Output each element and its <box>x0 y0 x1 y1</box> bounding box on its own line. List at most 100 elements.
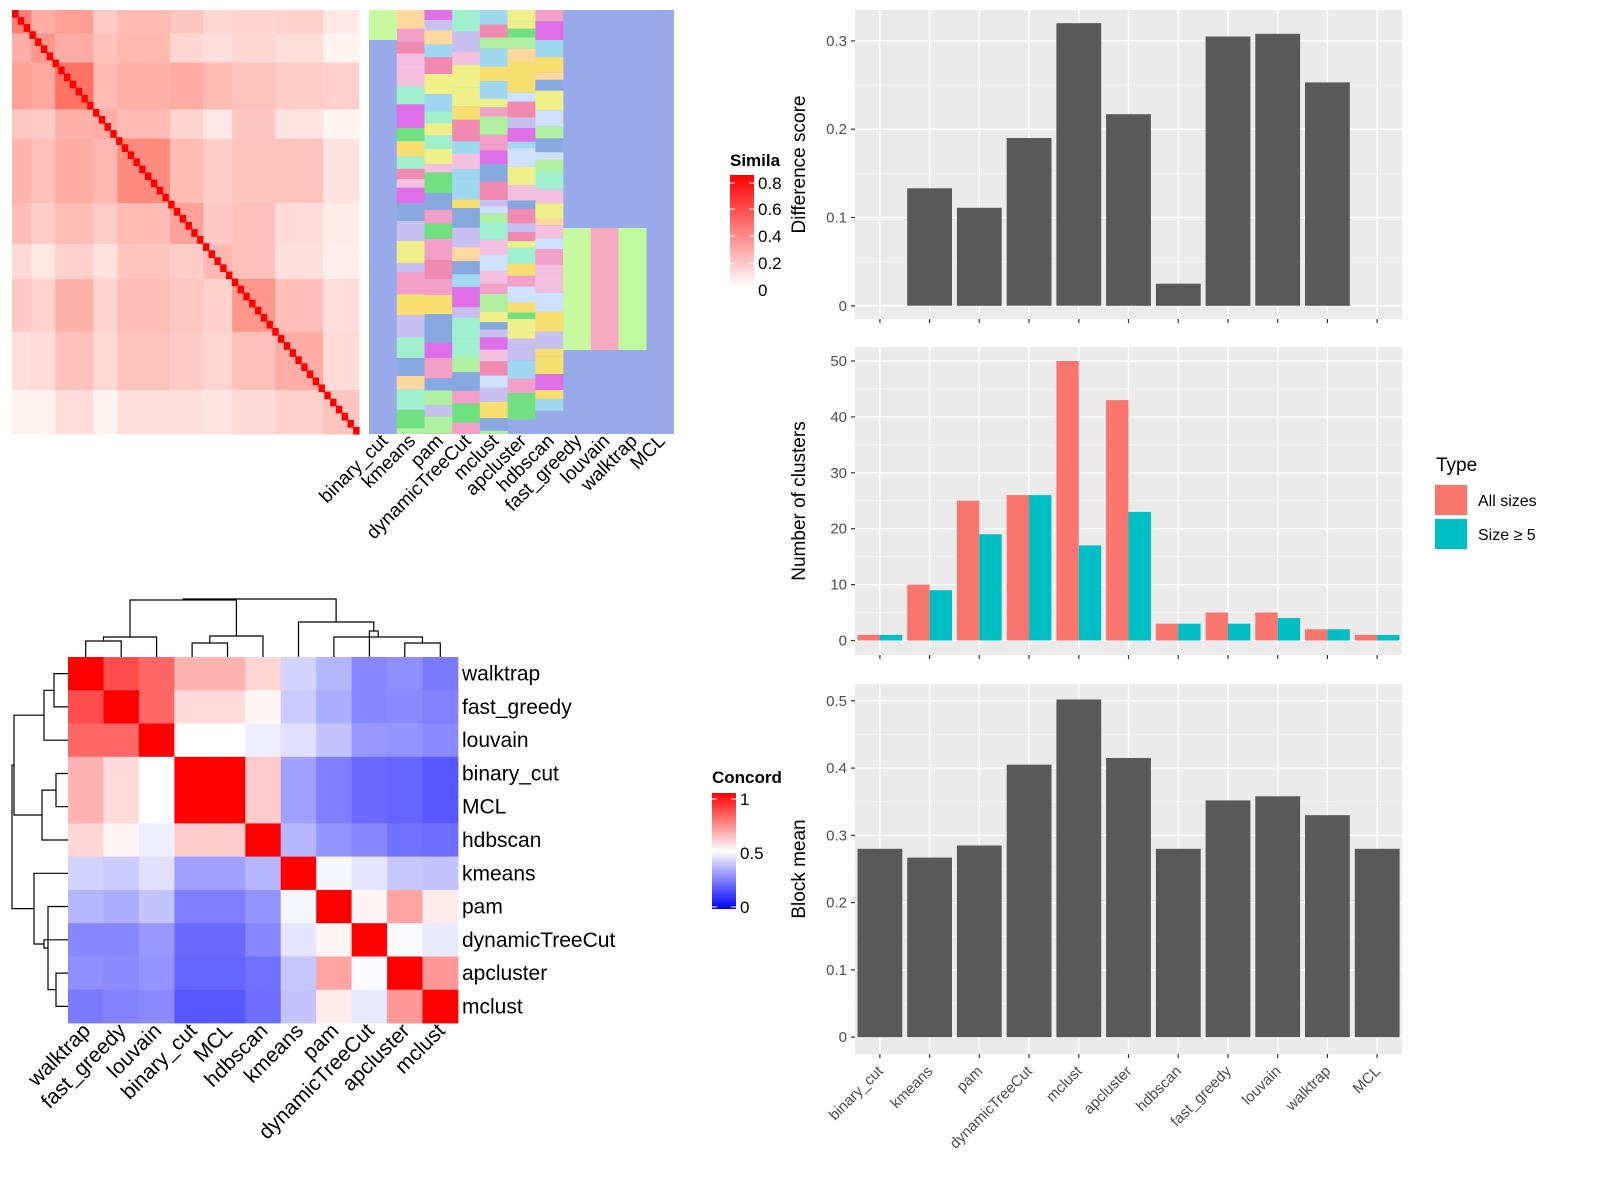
assignment-cell <box>535 21 564 40</box>
concordance-cell <box>387 989 423 1024</box>
similarity-block <box>93 331 118 391</box>
bar-louvain <box>1255 33 1301 306</box>
concordance-cell <box>174 657 211 691</box>
similarity-diagonal-cell <box>93 108 100 117</box>
concordance-cell <box>316 923 353 957</box>
bar-size5-MCL <box>1377 634 1400 641</box>
similarity-block <box>55 243 94 280</box>
assignment-cell <box>507 74 536 93</box>
concordance-cell <box>422 856 459 891</box>
concordance-cell <box>316 856 353 891</box>
concordance-legend-bar <box>712 793 736 909</box>
similarity-diagonal-cell <box>231 278 239 287</box>
assignment-cell <box>424 342 453 358</box>
assignment-cell <box>479 401 508 419</box>
assignment-cell <box>396 376 425 390</box>
assignment-cell <box>452 317 481 339</box>
concordance-cell <box>245 657 282 691</box>
similarity-legend-label: 0 <box>758 281 767 300</box>
similarity-diagonal-cell <box>69 80 77 89</box>
similarity-block <box>12 203 32 245</box>
similarity-block <box>203 33 233 63</box>
bar-all-sizes-dynamicTreeCut <box>1006 495 1030 641</box>
assignment-cell <box>396 10 425 29</box>
assignment-cell <box>535 90 564 111</box>
assignment-cell <box>535 348 564 357</box>
assignment-cell <box>535 217 564 226</box>
concordance-cell <box>280 657 317 691</box>
assignment-cell <box>424 358 453 379</box>
row-dendrogram-link <box>33 872 68 945</box>
similarity-block <box>323 33 360 63</box>
similarity-diagonal-cell <box>23 24 30 32</box>
assignment-cell <box>479 199 508 207</box>
bar-size5-hdbscan <box>1178 623 1201 641</box>
concordance-cell <box>209 657 246 691</box>
concordance-cell <box>68 756 104 791</box>
bar-hdbscan <box>1155 283 1201 306</box>
column-dendrogram-link <box>129 599 237 637</box>
assignment-block <box>369 10 397 40</box>
bar-walktrap <box>1305 82 1350 306</box>
type-legend-label: All sizes <box>1478 493 1537 510</box>
similarity-diagonal-cell <box>17 17 25 25</box>
assignment-cell <box>396 141 425 157</box>
assignment-cell <box>424 279 453 296</box>
bar-hdbscan <box>1155 848 1201 1038</box>
similarity-diagonal-cell <box>156 186 163 195</box>
concordance-cell <box>209 723 246 758</box>
similarity-diagonal-cell <box>278 335 285 343</box>
assignment-cell <box>535 171 564 190</box>
concordance-cell <box>316 690 353 724</box>
similarity-block <box>93 33 118 63</box>
similarity-block <box>203 138 233 204</box>
similarity-diagonal-cell <box>214 257 221 265</box>
assignment-cell <box>479 150 508 164</box>
assignment-cell <box>507 275 536 287</box>
assignment-cell <box>479 283 508 294</box>
similarity-block <box>12 109 32 139</box>
bar-all-sizes-mclust <box>1056 361 1079 641</box>
bar-pam <box>956 207 1002 306</box>
assignment-cell <box>396 241 425 263</box>
assignment-cell <box>396 203 425 221</box>
assignment-cell <box>424 172 453 194</box>
concordance-cell <box>280 756 317 791</box>
similarity-block <box>93 138 118 204</box>
x-tick-label: mclust <box>1043 1062 1086 1105</box>
concordance-cell <box>174 756 211 791</box>
similarity-block <box>323 109 360 139</box>
bar-size5-binary_cut <box>879 634 903 641</box>
bar-all-sizes-apcluster <box>1106 400 1129 641</box>
concordance-cell <box>174 723 211 758</box>
similarity-block <box>169 138 204 204</box>
similarity-block <box>93 203 118 245</box>
assignment-cell <box>452 64 481 88</box>
assignment-cell <box>507 10 536 22</box>
x-tick-label: walktrap <box>1282 1063 1334 1115</box>
assignment-cell <box>396 104 425 129</box>
similarity-block <box>323 62 360 110</box>
concordance-cell <box>138 889 175 924</box>
assignment-cell <box>396 315 425 338</box>
assignment-cell <box>424 378 453 391</box>
bar-louvain <box>1255 796 1301 1038</box>
similarity-block <box>93 279 118 332</box>
concordance-cell <box>138 657 175 691</box>
similarity-diagonal-cell <box>335 405 343 414</box>
similarity-diagonal-cell <box>121 144 129 152</box>
concordance-cell <box>245 856 282 891</box>
assignment-cell <box>507 286 536 303</box>
assignment-cell <box>507 21 536 29</box>
bar-all-sizes-binary_cut <box>857 634 880 641</box>
type-legend-key <box>1435 485 1467 515</box>
similarity-diagonal-cell <box>208 250 215 258</box>
similarity-block <box>169 390 204 435</box>
assignment-cell <box>507 263 536 276</box>
similarity-block <box>12 243 32 280</box>
concordance-row-label: louvain <box>462 729 529 752</box>
similarity-diagonal-cell <box>40 45 48 53</box>
cluster-assignment-heatmap: binary_cutkmeanspamdynamicTreeCutmclusta… <box>316 10 674 544</box>
similarity-block <box>203 331 233 391</box>
assignment-cell <box>396 65 425 87</box>
